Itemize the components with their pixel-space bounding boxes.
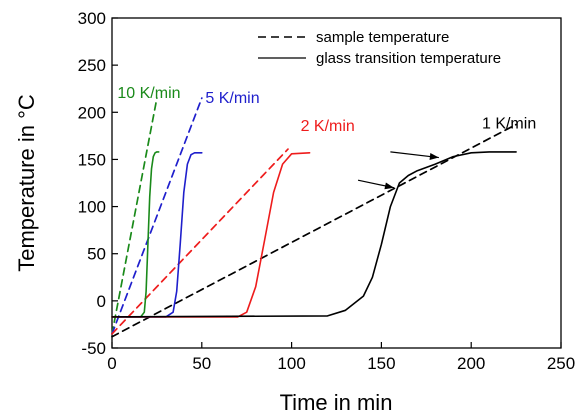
plot-area [111, 97, 517, 338]
y-tick-label: 300 [78, 9, 106, 28]
legend-label-glass: glass transition temperature [316, 50, 501, 67]
y-tick-label: 50 [87, 245, 106, 264]
x-axis-title: Time in min [280, 390, 393, 415]
glass-curve-1kmin [111, 151, 517, 318]
rate-label: 2 K/min [301, 118, 355, 135]
rate-label: 10 K/min [117, 85, 180, 102]
glass-curve-5kmin [116, 152, 203, 318]
y-axis-title: Temperature in °C [14, 94, 39, 272]
x-tick-label: 200 [457, 354, 485, 373]
y-tick-label: 0 [97, 292, 106, 311]
sample-line-1kmin [111, 123, 517, 338]
glass-curve-2kmin [111, 152, 311, 318]
plot-frame [111, 17, 562, 349]
y-tick-label: 250 [78, 56, 106, 75]
x-tick-label: 50 [192, 354, 211, 373]
y-tick-label: 150 [78, 150, 106, 169]
rate-label: 1 K/min [482, 115, 536, 132]
y-tick-label: 200 [78, 103, 106, 122]
legend-label-sample: sample temperature [316, 29, 449, 46]
legend: sample temperature glass transition temp… [258, 29, 501, 67]
rate-label: 5 K/min [205, 90, 259, 107]
x-tick-label: 0 [107, 354, 116, 373]
annotation-arrow-head [429, 153, 439, 160]
sample-line-2kmin [111, 148, 289, 335]
x-tick-label: 250 [547, 354, 575, 373]
rate-labels: 10 K/min 5 K/min 2 K/min 1 K/min [117, 85, 536, 135]
sample-line-10kmin [111, 97, 158, 335]
y-tick-label: 100 [78, 198, 106, 217]
annotation-arrow-head [384, 182, 394, 190]
x-tick-label: 100 [277, 354, 305, 373]
y-tick-label: -50 [81, 339, 106, 358]
sample-line-5kmin [111, 97, 203, 335]
glass-curve-10kmin [125, 151, 160, 318]
x-tick-label: 150 [367, 354, 395, 373]
